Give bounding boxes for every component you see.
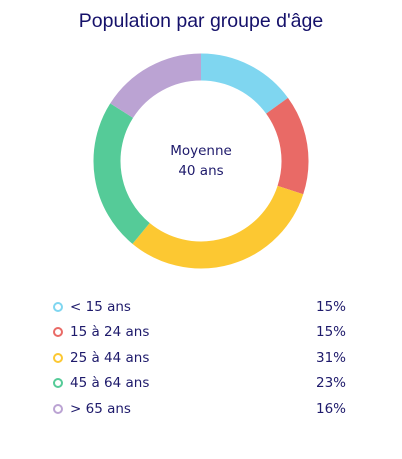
legend-marker (53, 301, 63, 312)
center-value: 40 ans (178, 163, 224, 179)
legend-label: 15 à 24 ans (70, 324, 150, 341)
legend-marker (53, 352, 63, 363)
legend-item-25-44: 25 à 44 ans 31% (50, 345, 346, 371)
center-label: Moyenne (170, 143, 232, 159)
donut-segment-25-44 (132, 185, 304, 269)
legend-value: 15% (315, 298, 346, 315)
donut-segment-15-24 (265, 97, 309, 195)
legend-marker (53, 327, 63, 338)
legend-label: 25 à 44 ans (70, 349, 150, 366)
donut-segment-45-64 (93, 103, 151, 244)
legend-value: 23% (315, 375, 346, 392)
donut-chart (93, 53, 309, 269)
legend-item-45-64: 45 à 64 ans 23% (50, 371, 346, 397)
donut-segments (93, 53, 309, 269)
legend-marker (53, 403, 63, 414)
donut-segment-over-65 (110, 53, 202, 119)
legend-item-under-15: < 15 ans 15% (50, 294, 346, 320)
legend-value: 16% (315, 400, 346, 417)
legend-value: 15% (315, 324, 346, 341)
legend-item-15-24: 15 à 24 ans 15% (50, 320, 346, 346)
legend-label: > 65 ans (70, 400, 131, 417)
legend-label: < 15 ans (70, 298, 131, 315)
legend-marker (53, 378, 63, 389)
legend-value: 31% (315, 349, 346, 366)
legend-item-over-65: > 65 ans 16% (50, 396, 346, 422)
chart-legend: < 15 ans 15% 15 à 24 ans 15% 25 à 44 ans 31% 4… (50, 294, 346, 422)
legend-label: 45 à 64 ans (70, 375, 150, 392)
chart-title: Population par groupe d'âge (78, 10, 324, 32)
donut-segment-under-15 (200, 53, 288, 115)
